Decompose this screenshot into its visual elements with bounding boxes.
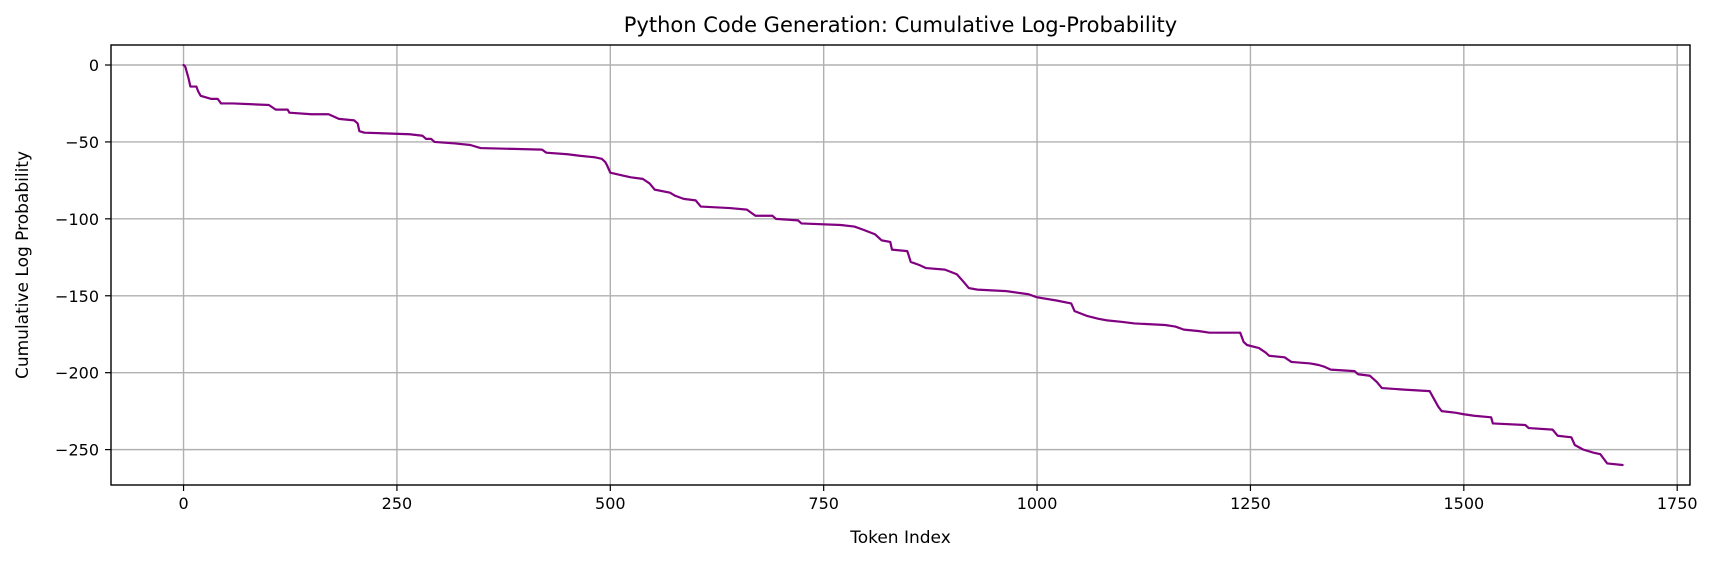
y-tick-label: −200 [55, 364, 99, 383]
x-axis-label: Token Index [849, 528, 951, 548]
chart-title: Python Code Generation: Cumulative Log-P… [624, 13, 1177, 37]
x-tick-label: 1000 [1017, 494, 1058, 513]
y-tick-label: −250 [55, 441, 99, 460]
x-tick-label: 250 [382, 494, 413, 513]
y-tick-label: 0 [89, 56, 99, 75]
series-layer [182, 63, 1624, 467]
plot-frame [110, 44, 1691, 486]
y-tick-label: −50 [65, 133, 99, 152]
y-axis-label: Cumulative Log Probability [13, 151, 33, 379]
x-tick-label: 500 [595, 494, 626, 513]
y-tick-label: −100 [55, 210, 99, 229]
x-tick-label: 1750 [1657, 494, 1698, 513]
x-tick-label: 1250 [1230, 494, 1271, 513]
series-line [182, 63, 1624, 467]
x-tick-label: 750 [808, 494, 839, 513]
grid [111, 45, 1690, 485]
x-axis-ticks: 0 250 500 750 1000 1250 1500 1750 [178, 485, 1698, 513]
x-tick-label: 0 [178, 494, 188, 513]
y-axis-ticks: 0 −50 −100 −150 −200 −250 [55, 56, 111, 460]
x-tick-label: 1500 [1443, 494, 1484, 513]
y-tick-label: −150 [55, 287, 99, 306]
